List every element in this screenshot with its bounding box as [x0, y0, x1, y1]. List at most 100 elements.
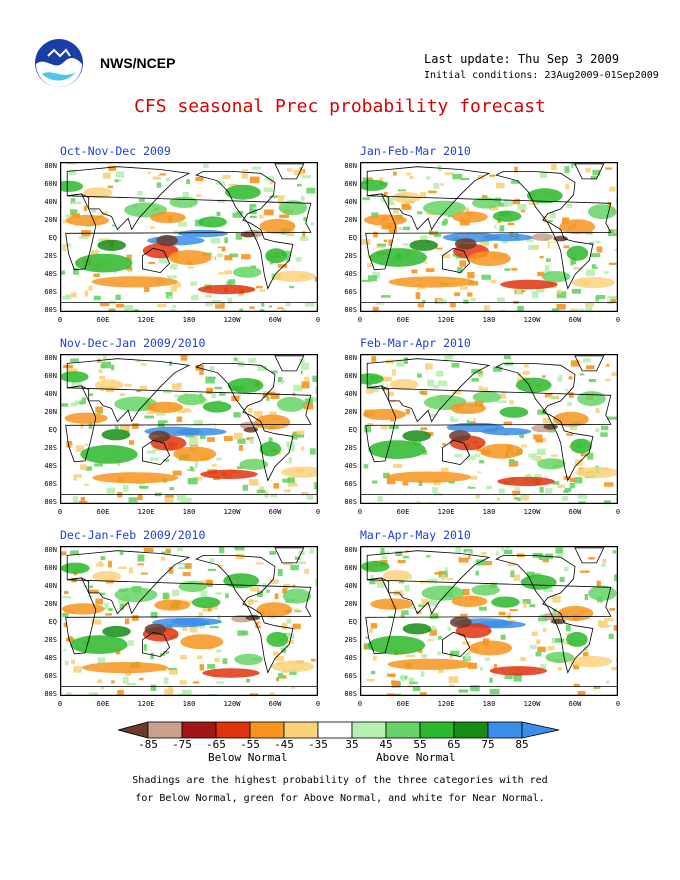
colorbar-swatch	[317, 721, 353, 739]
lon-tick-label: 0	[357, 700, 363, 708]
lat-tick-label: 80N	[44, 354, 57, 362]
lon-tick-label: 0	[615, 508, 621, 516]
lat-tick-label: 60N	[44, 372, 57, 380]
footnote-line-1: Shadings are the highest probability of …	[132, 775, 548, 786]
lat-tick-label: 80N	[344, 162, 357, 170]
lat-tick-label: 40N	[344, 198, 357, 206]
lat-tick-label: 60N	[44, 180, 57, 188]
lon-tick-label: 120E	[437, 700, 455, 708]
lon-tick-label: 120W	[223, 508, 241, 516]
lat-tick-label: 20N	[44, 600, 57, 608]
lat-tick-label: 40N	[44, 390, 57, 398]
lon-tick-label: 0	[57, 508, 63, 516]
initial-conditions-text: Initial conditions: 23Aug2009-01Sep2009	[424, 70, 659, 81]
colorbar-swatch	[249, 721, 285, 739]
lat-tick-label: 40S	[344, 270, 357, 278]
lat-tick-label: EQ	[348, 426, 357, 434]
lon-tick-label: 120E	[137, 508, 155, 516]
lon-tick-label: 60W	[268, 508, 282, 516]
lon-tick-label: 0	[315, 316, 321, 324]
lat-tick-label: 20S	[344, 636, 357, 644]
colorbar-swatch	[419, 721, 455, 739]
panel-title: Oct-Nov-Dec 2009	[60, 144, 171, 158]
lon-tick-label: 60E	[396, 316, 410, 324]
lat-tick-label: EQ	[48, 234, 57, 242]
colorbar-swatch	[453, 721, 489, 739]
lon-tick-label: 60W	[568, 316, 582, 324]
lon-tick-label: 180	[482, 700, 496, 708]
colorbar-tick-label: -85	[138, 738, 158, 751]
lat-tick-label: 80S	[44, 690, 57, 698]
colorbar-tick-label: -75	[172, 738, 192, 751]
colorbar-tick-label: 45	[379, 738, 393, 751]
colorbar-swatch	[283, 721, 319, 739]
lon-tick-label: 0	[315, 508, 321, 516]
lat-tick-label: 80N	[344, 546, 357, 554]
lat-tick-label: 80N	[344, 354, 357, 362]
colorbar-tick-label: 35	[345, 738, 359, 751]
lon-tick-label: 60E	[396, 508, 410, 516]
lon-tick-label: 0	[357, 316, 363, 324]
colorbar-swatch	[181, 721, 217, 739]
lon-tick-label: 120W	[223, 316, 241, 324]
lon-tick-label: 180	[482, 316, 496, 324]
lat-tick-label: EQ	[48, 426, 57, 434]
colorbar-tick-label: -55	[240, 738, 260, 751]
panel-title: Jan-Feb-Mar 2010	[360, 144, 471, 158]
colorbar-swatch	[385, 721, 421, 739]
agency-name: NWS/NCEP	[100, 55, 176, 71]
lat-tick-label: 60N	[344, 180, 357, 188]
last-update-text: Last update: Thu Sep 3 2009	[424, 52, 620, 66]
lat-tick-label: 20S	[44, 636, 57, 644]
lat-tick-label: 60S	[344, 672, 357, 680]
lon-tick-label: 120E	[137, 700, 155, 708]
lon-tick-label: 60E	[396, 700, 410, 708]
lon-tick-label: 0	[57, 700, 63, 708]
colorbar-tick-label: 55	[413, 738, 427, 751]
lat-tick-label: 20S	[44, 252, 57, 260]
lat-tick-label: 20N	[344, 408, 357, 416]
lon-tick-label: 180	[182, 700, 196, 708]
colorbar-tick-label: 65	[447, 738, 461, 751]
lon-tick-label: 120E	[437, 316, 455, 324]
lon-tick-label: 120W	[523, 508, 541, 516]
colorbar-swatch	[487, 721, 523, 739]
lat-tick-label: 40N	[344, 582, 357, 590]
lon-tick-label: 180	[182, 508, 196, 516]
lat-tick-label: 80S	[344, 690, 357, 698]
lon-tick-label: 120E	[437, 508, 455, 516]
below-normal-label: Below Normal	[208, 751, 288, 764]
lon-tick-label: 180	[182, 316, 196, 324]
lat-tick-label: EQ	[348, 234, 357, 242]
panel-title: Nov-Dec-Jan 2009/2010	[60, 336, 206, 350]
lon-tick-label: 0	[615, 316, 621, 324]
lon-tick-label: 180	[482, 508, 496, 516]
lat-tick-label: 40S	[44, 462, 57, 470]
lat-tick-label: 60N	[344, 372, 357, 380]
lon-tick-label: 60W	[568, 700, 582, 708]
lat-tick-label: 40N	[344, 390, 357, 398]
lat-tick-label: 80N	[44, 546, 57, 554]
forecast-map	[360, 162, 618, 312]
colorbar-swatch	[147, 721, 183, 739]
lon-tick-label: 60E	[96, 316, 110, 324]
forecast-map	[60, 546, 318, 696]
lat-tick-label: 60S	[44, 288, 57, 296]
lat-tick-label: 20S	[44, 444, 57, 452]
lat-tick-label: EQ	[348, 618, 357, 626]
lon-tick-label: 120E	[137, 316, 155, 324]
lat-tick-label: 20N	[44, 216, 57, 224]
lon-tick-label: 120W	[523, 700, 541, 708]
forecast-map	[360, 354, 618, 504]
lon-tick-label: 0	[615, 700, 621, 708]
lon-tick-label: 120W	[523, 316, 541, 324]
lat-tick-label: 80N	[44, 162, 57, 170]
lon-tick-label: 60E	[96, 700, 110, 708]
colorbar-tick-label: 75	[481, 738, 495, 751]
forecast-map	[60, 354, 318, 504]
lon-tick-label: 0	[315, 700, 321, 708]
lon-tick-label: 60W	[568, 508, 582, 516]
lat-tick-label: 40N	[44, 582, 57, 590]
lat-tick-label: 20N	[44, 408, 57, 416]
colorbar-tick-label: -65	[206, 738, 226, 751]
